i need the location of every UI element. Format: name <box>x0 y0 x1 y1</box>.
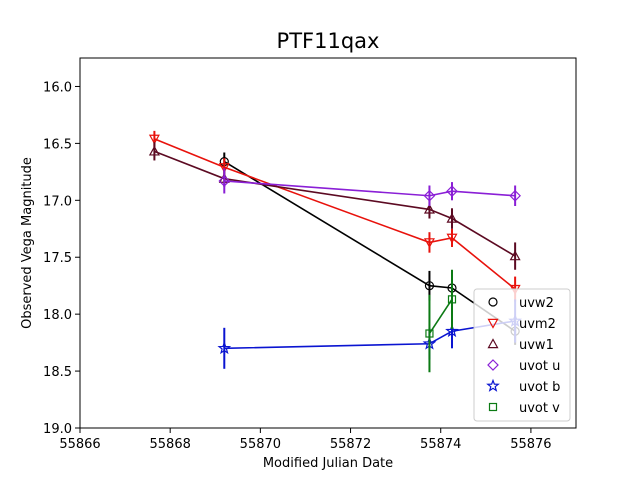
series-uvm2 <box>148 130 521 302</box>
data-point <box>217 341 232 355</box>
series-line <box>223 160 516 332</box>
legend-item: uvw1 <box>487 338 554 353</box>
data-point <box>445 324 459 338</box>
data-point <box>424 281 435 291</box>
legend-label: uvot u <box>519 359 560 374</box>
data-point <box>423 238 435 249</box>
series-uvot-u <box>218 168 521 206</box>
data-point <box>446 233 458 244</box>
series-line <box>428 298 453 334</box>
y-tick-label: 19.0 <box>43 422 72 437</box>
x-axis-label: Modified Julian Date <box>263 456 393 471</box>
series-line <box>154 150 516 257</box>
legend-label: uvw1 <box>519 338 554 353</box>
plot-area <box>148 130 522 373</box>
data-point <box>423 189 436 202</box>
x-tick-label: 55872 <box>330 437 371 452</box>
legend-label: uvw2 <box>519 296 554 311</box>
data-point <box>509 189 521 202</box>
legend-marker <box>488 297 498 307</box>
legend-label: uvot b <box>519 380 560 395</box>
legend-item: uvw2 <box>488 296 554 311</box>
data-point <box>509 250 521 261</box>
y-tick-label: 18.0 <box>43 308 72 323</box>
x-tick-label: 55874 <box>420 437 461 452</box>
legend: uvw2 uvm2 uvw1 uvot u uvot b uvot v <box>473 288 571 422</box>
legend-item: uvot b <box>486 378 560 395</box>
y-tick-label: 16.5 <box>43 137 72 152</box>
data-point <box>148 145 160 156</box>
legend-marker <box>487 338 499 349</box>
series-uvw1 <box>148 142 521 270</box>
legend-label: uvm2 <box>519 317 556 332</box>
y-tick-label: 17.0 <box>43 194 72 209</box>
legend-item: uvot v <box>488 401 560 416</box>
series-line <box>224 180 516 197</box>
data-point <box>148 134 160 145</box>
data-point <box>446 212 458 223</box>
y-tick-label: 18.5 <box>43 365 72 380</box>
legend-item: uvm2 <box>487 317 556 332</box>
plot-frame <box>79 57 577 429</box>
data-point <box>446 185 458 198</box>
x-tick-label: 55870 <box>240 437 281 452</box>
legend-label: uvot v <box>519 401 560 416</box>
legend-item: uvot u <box>487 359 560 374</box>
y-axis-label: Observed Vega Magnitude <box>20 157 35 329</box>
x-tick-label: 55876 <box>510 437 551 452</box>
series-line <box>154 138 516 290</box>
data-point <box>423 203 435 214</box>
data-point <box>218 163 230 174</box>
legend-marker <box>487 359 499 371</box>
data-point <box>425 329 434 338</box>
series-uvot-v <box>425 269 457 373</box>
x-tick-label: 55866 <box>59 437 100 452</box>
x-tick-label: 55868 <box>150 437 191 452</box>
chart-title: PTF11qax <box>277 29 380 53</box>
data-point <box>447 295 457 304</box>
y-tick-label: 17.5 <box>43 251 72 266</box>
legend-box <box>473 288 571 422</box>
series-line <box>224 320 516 350</box>
legend-marker <box>488 402 498 412</box>
axes: 55866 55868 55870 55872 55874 55876 16.0 16.5 17… <box>43 80 552 452</box>
legend-marker <box>487 318 499 329</box>
legend-marker <box>486 378 500 392</box>
y-tick-label: 16.0 <box>43 80 72 95</box>
data-point <box>218 175 231 187</box>
